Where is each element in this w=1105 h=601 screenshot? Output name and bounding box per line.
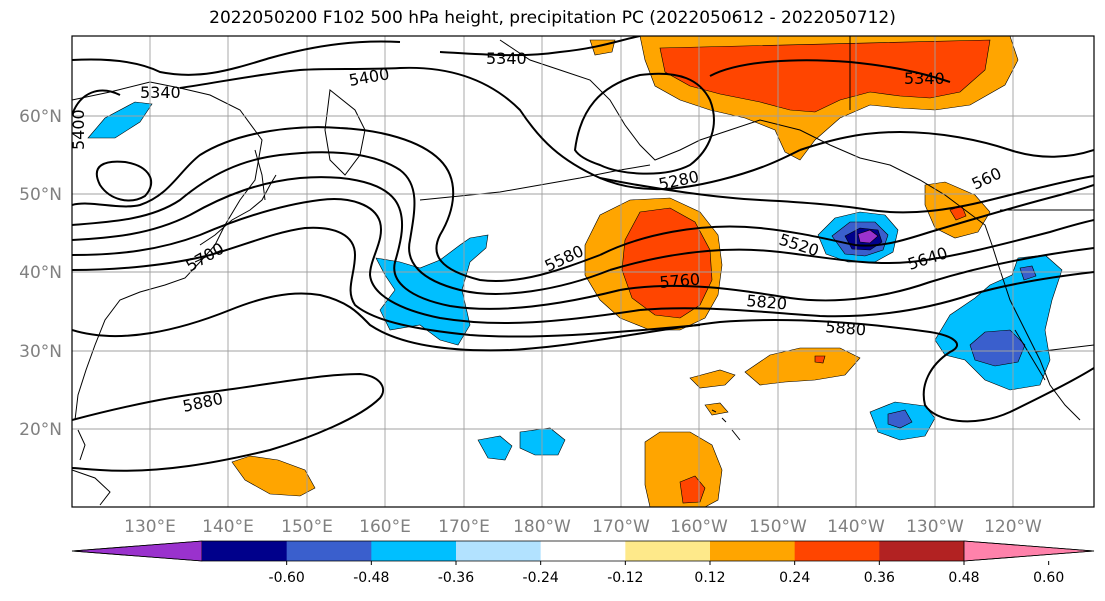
lat-label: 30°N [19,342,62,362]
graticule [72,36,1094,507]
colorbar-tick-label: 0.48 [948,570,979,586]
contour-r3 [72,176,621,310]
coast-philippines [72,469,111,506]
shade-usw-blue-small [1019,265,1037,281]
colorbar: -0.60 -0.48 -0.36 -0.24 -0.12 0.12 0.24 0.36 0.4… [71,540,1095,586]
contour-upper-east-3 [619,247,1094,302]
coast-kamchatka [324,89,366,176]
lon-label: 120°W [984,517,1042,537]
shade-siberia-cyan [87,101,153,139]
lon-label: 160°E [359,517,411,537]
colorbar-swatch [879,541,965,561]
contour-5340-mid [439,36,641,57]
map-frame [71,35,1095,508]
contour-r2 [72,151,611,295]
lon-label: 140°E [202,517,254,537]
colorbar-tick-label: -0.48 [353,570,389,586]
coast-taiwan [77,429,86,461]
height-contours [72,36,1094,472]
lon-label: 170°E [438,517,490,537]
contour-label: 5820 [746,291,788,313]
lat-axis-labels: 60°N 50°N 40°N 30°N 20°N [19,107,62,440]
shade-trop-cyan-1 [477,435,513,461]
contour-upper-east-1 [599,184,1094,256]
lat-label: 60°N [19,107,62,127]
map-panel: 5340 5400 5340 5400 5340 5280 5700 5580 … [69,36,1094,507]
lat-label: 50°N [19,185,62,205]
shade-hawaii-red-dot [814,355,826,364]
lon-label: 150°E [281,517,333,537]
colorbar-swatch [794,541,880,561]
contour-upper-east-2 [609,219,1094,271]
contour-5880-loop [72,372,385,472]
colorbar-frame [71,540,1095,562]
colorbar-tick-label: 0.36 [864,570,895,586]
contour-r5 [72,226,701,338]
lon-label: 130°W [906,517,964,537]
lat-label: 20°N [19,420,62,440]
colorbar-swatch [286,541,372,561]
colorbar-swatch [456,541,542,561]
colorbar-tick-label: 0.60 [1033,570,1064,586]
colorbar-tick-label: -0.36 [438,570,474,586]
contour-5880-main [72,292,1094,423]
contour-upper-east-4 [639,271,1094,318]
colorbar-tick-label: 0.12 [694,570,725,586]
contour-r4 [72,198,641,325]
contour-label: 5340 [140,83,181,102]
lon-label: 170°W [592,517,650,537]
lon-label: 150°W [749,517,807,537]
shade-pacific-red [621,207,713,319]
contour-5340-west [72,40,401,76]
colorbar-swatch [371,541,457,561]
contour-label: 5760 [659,270,701,292]
contour-label: 5400 [69,109,88,150]
colorbar-tick-label: -0.24 [523,570,559,586]
shade-alaska-red [659,39,991,113]
colorbar-swatch [202,541,288,561]
colorbar-extend-high [963,540,1095,562]
shade-wtrop-orange [231,455,316,497]
contour-5400-west [72,66,801,191]
shade-usw-blue [969,329,1026,367]
contour-alaska-ridge [799,130,1094,158]
colorbar-tick-label: -0.60 [269,570,305,586]
colorbar-tick-label: -0.12 [607,570,643,586]
colorbar-swatch [710,541,796,561]
lon-label: 180°W [513,517,571,537]
contour-r1 [72,126,601,282]
contour-westlow [95,160,152,202]
shade-hawaii-orange-2 [689,369,736,389]
shade-trop-cyan-2 [519,427,566,456]
coastlines [72,36,1094,506]
shade-hawaii-orange-1 [744,347,861,386]
coast-asia [72,81,263,421]
colorbar-extend-low [71,540,203,562]
contour-label: 5340 [904,69,945,88]
coast-aleutians [419,164,651,201]
lon-label: 130°E [124,517,176,537]
coast-hawaii [711,409,741,441]
contour-5280 [573,72,715,175]
colorbar-tick-label: 0.24 [779,570,810,586]
contour-label: 5880 [825,317,867,339]
shade-hawaii-orange-3 [704,402,729,416]
contour-5340-east [709,59,951,83]
shade-trop-blue-3 [887,409,913,429]
lon-axis-labels: 130°E 140°E 150°E 160°E 170°E 180°W 170°… [124,517,1042,537]
lat-label: 40°N [19,263,62,283]
lon-label: 140°W [827,517,885,537]
contour-label: 5340 [486,49,527,68]
coast-alaska [499,39,1001,271]
coast-baja [999,269,1081,421]
colorbar-swatch [540,541,626,561]
lon-label: 160°W [670,517,728,537]
colorbar-swatch [625,541,711,561]
map-title: 2022050200 F102 500 hPa height, precipit… [209,8,896,28]
shade-goa-purple [857,229,879,244]
contour-upper-east-5 [599,175,1094,214]
